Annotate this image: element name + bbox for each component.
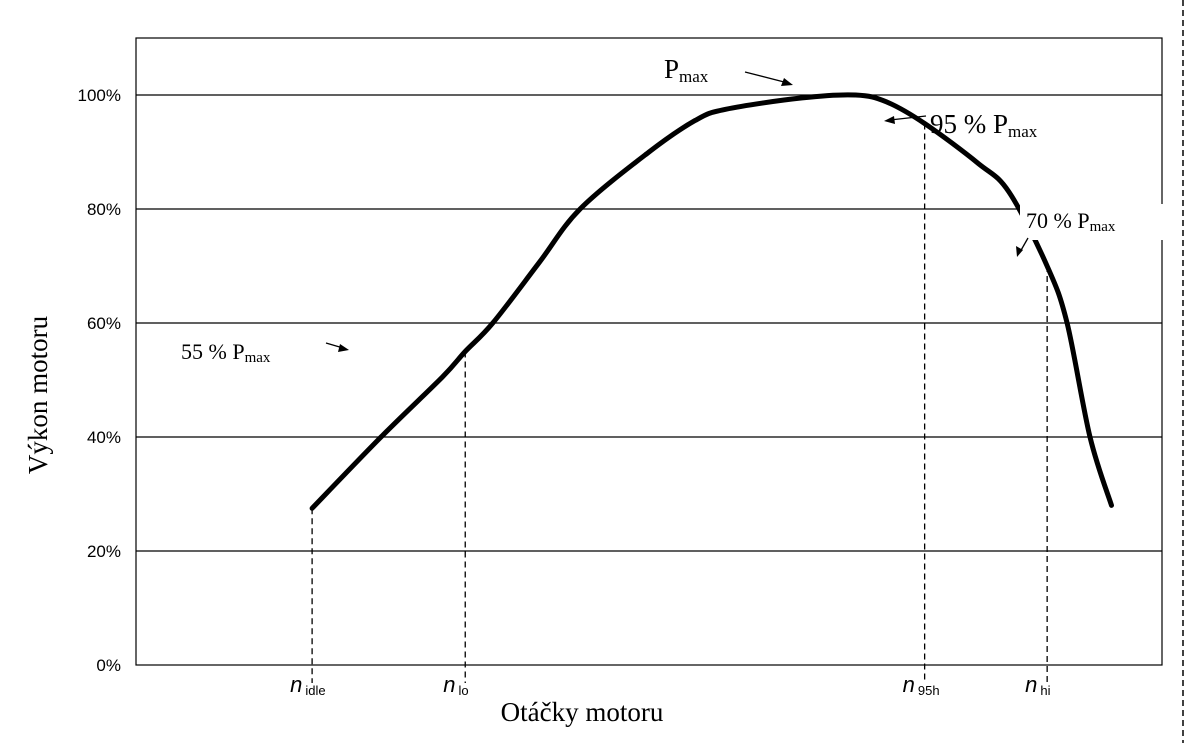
plot-area-frame [135, 37, 1163, 666]
svg-text:70 % Pmax: 70 % Pmax [1026, 208, 1116, 235]
x-marker-95h: n 95h [903, 672, 940, 698]
x-marker-hi: n hi [1025, 672, 1050, 698]
y-tick-label: 40% [87, 428, 121, 447]
x-marker-symbol: n [443, 672, 455, 697]
p55-annotation: 55 % Pmax [181, 339, 349, 366]
x-marker-sub: hi [1040, 683, 1050, 698]
y-axis-title: Výkon motoru [23, 315, 53, 474]
power-curve-line [309, 92, 1114, 511]
x-marker-symbol: n [290, 672, 302, 697]
drop-lines: n idle n lo n 95h n hi [290, 123, 1051, 698]
svg-text:Pmax: Pmax [664, 54, 709, 86]
pmax-arrow [744, 71, 789, 84]
pmax-annotation: Pmax [664, 54, 793, 86]
x-marker-sub: lo [458, 683, 468, 698]
p55-label: 55 % P [181, 339, 245, 364]
p70-label: 70 % P [1026, 208, 1090, 233]
y-tick-label: 0% [96, 656, 121, 675]
x-marker-sub: 95h [918, 683, 940, 698]
p55-label-sub: max [245, 350, 271, 366]
pmax-arrowhead [781, 78, 793, 86]
p70-arrowhead [1016, 246, 1023, 257]
y-tick-label: 20% [87, 542, 121, 561]
x-marker-idle: n idle [290, 672, 326, 698]
p95-annotation: 95 % Pmax [884, 109, 1038, 141]
p95-label: 95 % P [930, 109, 1008, 139]
p55-arrowhead [338, 344, 349, 352]
svg-text:95 % Pmax: 95 % Pmax [930, 109, 1038, 141]
p70-annotation: 70 % Pmax [1016, 204, 1166, 257]
p95-label-sub: max [1008, 122, 1038, 141]
x-marker-symbol: n [1025, 672, 1037, 697]
p95-arrowhead [884, 116, 895, 124]
x-marker-sub: idle [305, 683, 325, 698]
pmax-label-sub: max [679, 67, 709, 86]
x-marker-lo: n lo [443, 672, 468, 698]
p70-label-sub: max [1090, 219, 1116, 235]
pmax-label: P [664, 54, 679, 84]
y-tick-label: 80% [87, 200, 121, 219]
p95-arrow [889, 115, 927, 121]
y-tick-label: 100% [78, 86, 121, 105]
x-marker-symbol: n [903, 672, 915, 697]
x-axis-title: Otáčky motoru [501, 697, 664, 727]
gridlines [136, 94, 1162, 552]
y-tick-label: 60% [87, 314, 121, 333]
p70-label-backdrop [1020, 204, 1166, 240]
svg-text:55 % Pmax: 55 % Pmax [181, 339, 271, 366]
y-tick-labels: 0% 20% 40% 60% 80% 100% [78, 86, 121, 675]
